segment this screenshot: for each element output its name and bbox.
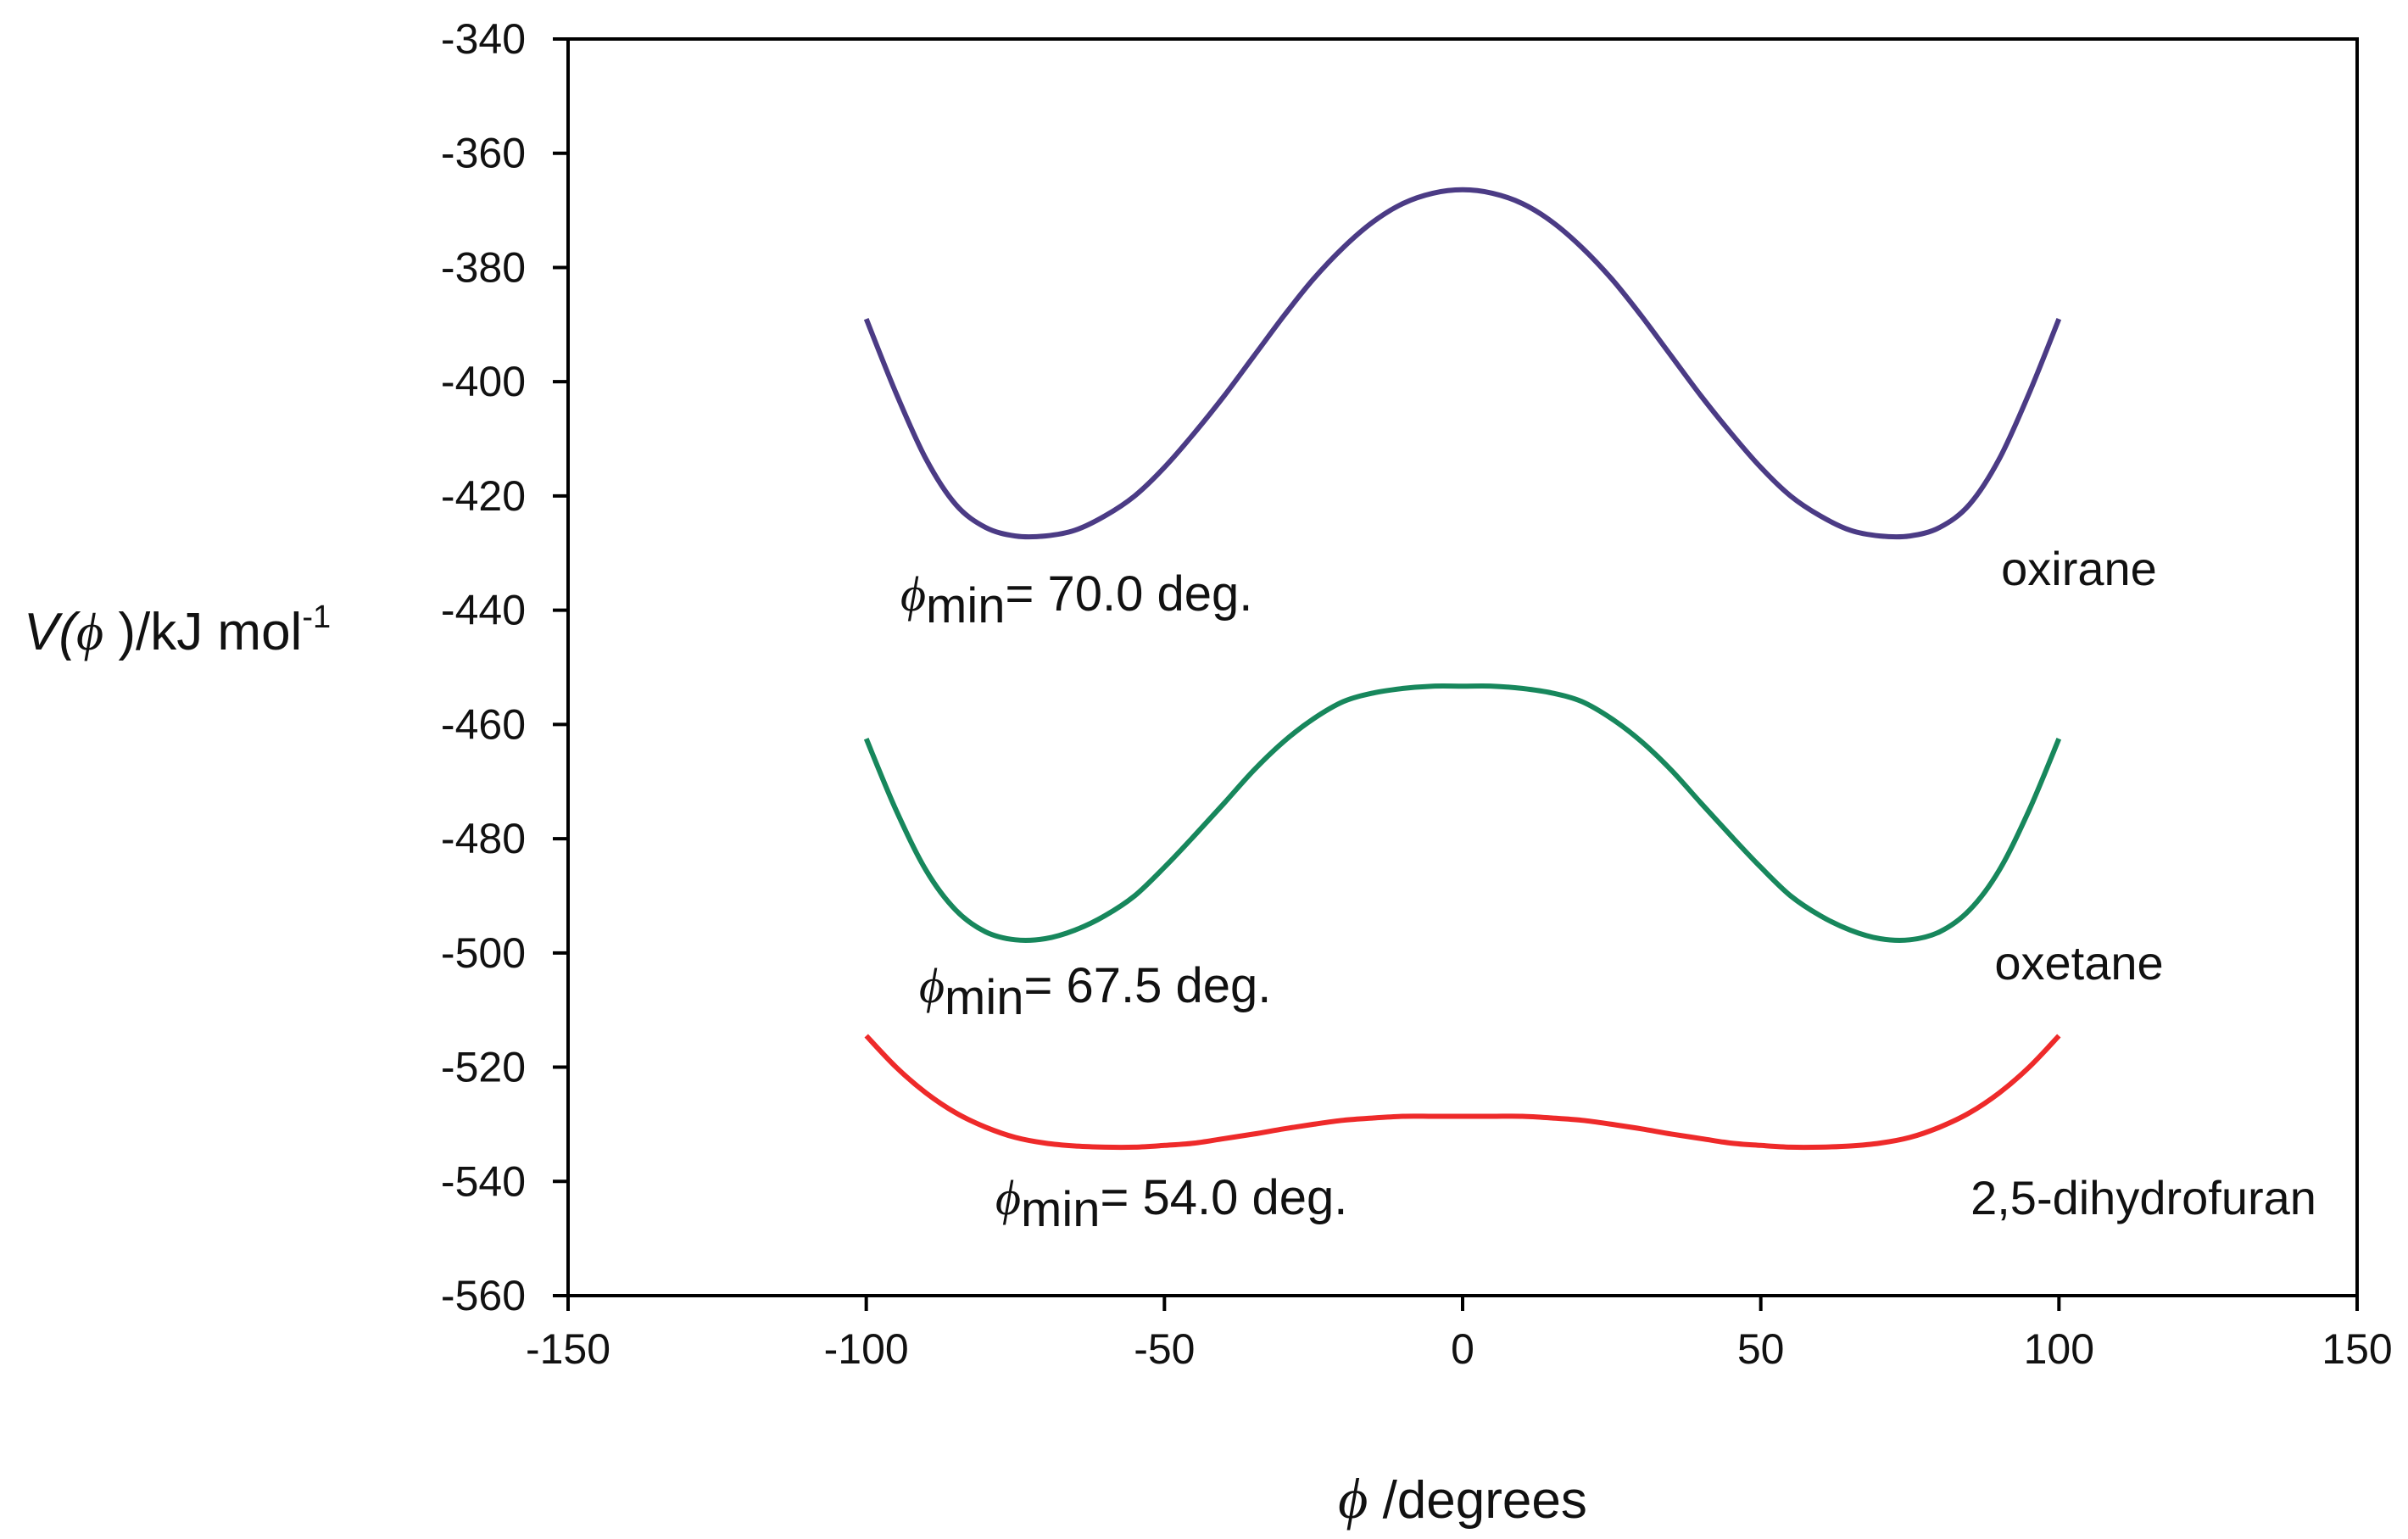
y-tick-label: -500	[441, 929, 526, 977]
plot-frame	[566, 37, 2359, 1297]
phi-min-annotation-oxetane: ϕmin= 67.5 deg.	[919, 958, 1271, 1025]
y-axis: -340 -360 -380 -400 -420 -440 -460 -480 -500 -520…	[441, 15, 568, 1319]
series-label-oxirane: oxirane	[2001, 542, 2157, 595]
y-tick-label: -380	[441, 243, 526, 291]
x-tick-label: 150	[2322, 1325, 2392, 1373]
phi-symbol: ϕ	[919, 958, 945, 1013]
phi-min-value: = 67.5 deg.	[1024, 958, 1272, 1013]
y-tick-label: -480	[441, 815, 526, 862]
phi-min-annotation-dihydrofuran: ϕmin= 54.0 deg.	[995, 1170, 1347, 1237]
y-tick-label: -540	[441, 1157, 526, 1205]
phi-subscript: min	[1021, 1182, 1100, 1237]
series-label-oxetane: oxetane	[1994, 936, 2163, 990]
x-tick-label: -50	[1134, 1325, 1195, 1373]
phi-subscript: min	[945, 970, 1023, 1025]
x-tick-label: 50	[1737, 1325, 1785, 1373]
series-line-2-5-dihydrofuran	[864, 1034, 2061, 1151]
y-tick-label: -340	[441, 15, 526, 63]
y-tick-label: -460	[441, 700, 526, 748]
y-axis-phi-symbol: ϕ	[76, 604, 103, 661]
phi-symbol: ϕ	[995, 1170, 1021, 1225]
x-axis-phi-symbol: ϕ	[1338, 1466, 1368, 1531]
y-tick-label: -420	[441, 472, 526, 520]
x-tick-label: 100	[2024, 1325, 2094, 1373]
plot-area	[566, 37, 2359, 1297]
series-line-oxetane	[863, 683, 2062, 944]
y-tick-label: -360	[441, 130, 526, 177]
y-tick-label: -520	[441, 1044, 526, 1091]
x-tick-label: -150	[526, 1325, 610, 1373]
y-tick-label: -560	[441, 1272, 526, 1319]
phi-min-value: = 54.0 deg.	[1101, 1170, 1348, 1225]
y-tick-label: -400	[441, 358, 526, 405]
phi-min-annotation-oxirane: ϕmin= 70.0 deg.	[900, 566, 1252, 633]
y-axis-title-unit: )/kJ mol	[103, 603, 302, 661]
y-tick-label: -440	[441, 587, 526, 634]
phi-subscript: min	[926, 578, 1005, 633]
y-axis-title-prefix: V(	[24, 603, 81, 661]
series-line-oxirane	[863, 187, 2062, 540]
series-lines	[863, 187, 2062, 1151]
y-axis-title-superscript: -1	[302, 599, 331, 635]
x-axis: -150 -100 -50 0 50 100 150	[526, 1296, 2393, 1373]
y-axis-title: V(ϕ )/kJ mol-1	[24, 599, 331, 661]
x-axis-title: ϕ /degrees	[1338, 1466, 1587, 1531]
series-label-dihydrofuran: 2,5-dihydrofuran	[1970, 1171, 2316, 1224]
phi-min-value: = 70.0 deg.	[1006, 566, 1253, 622]
x-tick-label: -100	[824, 1325, 909, 1373]
phi-symbol: ϕ	[900, 566, 926, 622]
x-tick-label: 0	[1451, 1325, 1474, 1373]
x-axis-title-text: /degrees	[1368, 1471, 1587, 1530]
